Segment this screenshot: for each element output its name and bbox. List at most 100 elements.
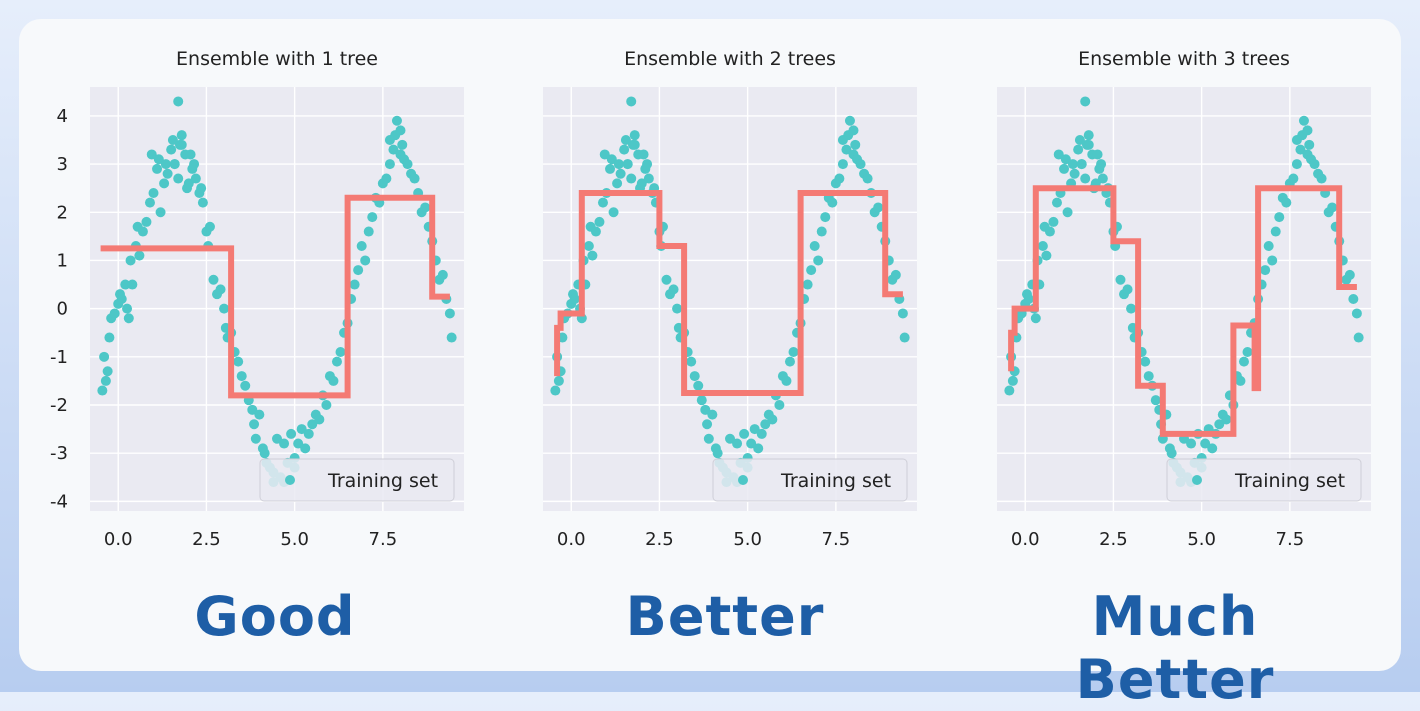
training-point — [300, 443, 311, 454]
training-point — [303, 428, 314, 439]
legend-marker — [738, 475, 748, 485]
training-point — [1096, 159, 1107, 170]
training-point — [402, 159, 413, 170]
training-point — [1353, 332, 1364, 343]
training-point — [626, 96, 637, 107]
plot-area — [543, 87, 917, 511]
training-point — [1048, 216, 1059, 227]
training-point — [272, 433, 282, 444]
y-tick-label: 1 — [57, 250, 68, 271]
training-point — [162, 168, 173, 179]
training-point — [1080, 96, 1091, 107]
training-point — [668, 284, 679, 295]
training-point — [166, 144, 177, 155]
training-point — [749, 424, 760, 435]
training-point — [1351, 308, 1362, 319]
training-point — [553, 375, 564, 386]
training-point — [1062, 207, 1073, 218]
training-point — [141, 216, 152, 227]
training-point — [1150, 395, 1161, 406]
training-point — [827, 197, 838, 208]
training-point — [1327, 202, 1338, 213]
training-point — [1059, 163, 1070, 174]
training-point — [806, 265, 817, 276]
training-point — [813, 255, 824, 266]
training-point — [384, 159, 395, 170]
training-point — [1344, 269, 1355, 280]
legend-label: Training set — [780, 470, 891, 492]
training-point — [279, 438, 290, 449]
training-point — [127, 279, 138, 290]
legend-marker — [285, 475, 295, 485]
training-point — [802, 279, 813, 290]
training-point — [608, 207, 619, 218]
training-point — [1302, 125, 1313, 136]
training-point — [155, 207, 166, 218]
training-point — [360, 255, 371, 266]
training-point — [890, 269, 901, 280]
training-point — [1092, 149, 1103, 160]
training-point — [703, 433, 714, 444]
training-point — [335, 347, 346, 357]
training-point — [356, 241, 367, 251]
chart-2: Ensemble with 2 trees 0.0 2.5 5.0 7.5 Trainin… — [543, 48, 917, 550]
training-point — [395, 125, 406, 136]
training-point — [1030, 313, 1041, 324]
training-point — [590, 226, 601, 237]
y-tick-label: -1 — [50, 347, 68, 368]
training-point — [1051, 197, 1062, 208]
training-point — [144, 197, 155, 208]
training-point — [446, 332, 457, 343]
training-point — [700, 404, 711, 415]
training-point — [250, 433, 261, 444]
training-point — [583, 241, 594, 251]
training-point — [897, 308, 908, 319]
training-point — [1200, 438, 1211, 449]
training-point — [152, 163, 163, 174]
training-point — [1007, 375, 1018, 386]
training-point — [1309, 159, 1320, 170]
training-point — [1115, 274, 1126, 285]
training-point — [816, 226, 827, 237]
training-point — [1207, 443, 1218, 454]
training-point — [855, 159, 866, 170]
training-point — [314, 414, 325, 425]
training-point — [391, 115, 402, 126]
training-point — [99, 351, 110, 362]
training-point — [707, 409, 718, 420]
training-point — [820, 212, 831, 223]
training-point — [286, 428, 297, 439]
training-point — [841, 144, 852, 155]
training-point — [569, 294, 580, 304]
caption-good: Good — [194, 585, 356, 648]
chart-title: Ensemble with 3 trees — [1078, 48, 1290, 70]
training-point — [689, 371, 700, 382]
training-point — [1053, 149, 1064, 160]
training-point — [1274, 212, 1285, 223]
legend-box — [1166, 458, 1362, 502]
ensemble-prediction-line — [554, 190, 903, 396]
training-point — [420, 202, 431, 213]
training-point — [739, 428, 750, 439]
y-tick-label: 3 — [57, 154, 68, 175]
training-point — [848, 125, 859, 136]
training-point — [638, 149, 649, 160]
training-point — [185, 149, 196, 160]
training-point — [1122, 284, 1133, 295]
training-point — [109, 308, 120, 319]
training-point — [176, 130, 187, 141]
training-point — [381, 173, 392, 184]
legend-box — [259, 458, 455, 502]
training-point — [236, 371, 247, 382]
y-tick-label: -4 — [50, 491, 68, 512]
training-point — [1270, 226, 1281, 237]
x-tick-label: 2.5 — [192, 529, 221, 550]
training-point — [619, 144, 630, 155]
training-point — [1037, 241, 1048, 251]
training-point — [123, 313, 134, 324]
training-point — [612, 178, 623, 189]
training-point — [753, 443, 764, 454]
plot-area — [997, 87, 1371, 511]
training-point — [167, 135, 178, 145]
training-point — [189, 159, 200, 170]
